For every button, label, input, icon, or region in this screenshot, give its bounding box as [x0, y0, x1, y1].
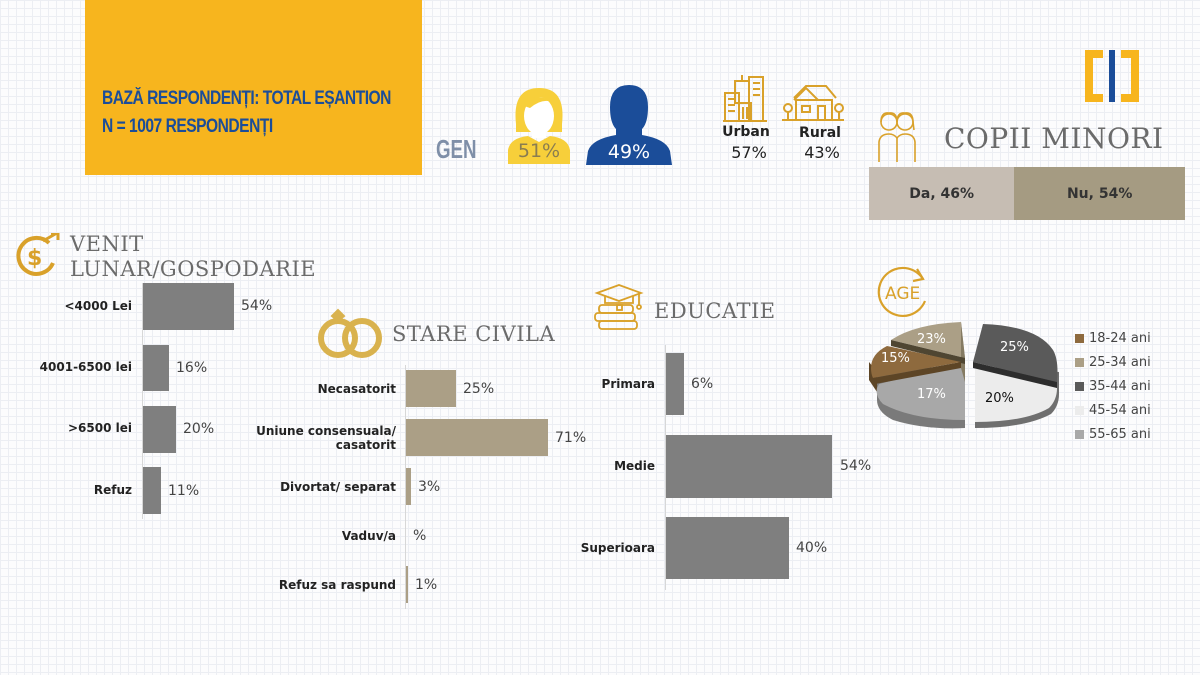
legend-swatch — [1075, 333, 1084, 343]
bar-label: Medie — [614, 459, 655, 473]
books-graduation-cap-icon — [593, 283, 645, 337]
venit-axis — [142, 283, 143, 519]
children-icon — [878, 110, 916, 168]
sample-size-line: N = 1007 RESPONDENȚI — [102, 116, 273, 137]
svg-text:AGE: AGE — [885, 284, 920, 304]
bar — [666, 435, 832, 498]
pie-label-23: 23% — [917, 332, 946, 347]
copii-minori-bar: Da, 46% Nu, 54% — [869, 167, 1185, 220]
bar — [666, 517, 789, 579]
sample-base-box: BAZĂ RESPONDENȚI: TOTAL EȘANTION N = 100… — [85, 0, 422, 175]
bar-value: 40% — [796, 540, 828, 556]
urban-label: Urban — [722, 124, 770, 140]
svg-text:$: $ — [27, 246, 42, 271]
pie-label-17: 17% — [917, 387, 946, 402]
legend-item: 35-44 ani — [1075, 374, 1151, 398]
bar-label: Vaduv/a — [341, 529, 396, 543]
bar — [406, 566, 408, 603]
legend-item: 45-54 ani — [1075, 398, 1151, 422]
venit-title: VENIT LUNAR/GOSPODARIE — [70, 232, 316, 282]
bar-value: 3% — [418, 479, 441, 495]
copii-minori-title: COPII MINORI — [944, 122, 1164, 155]
bar — [406, 370, 456, 407]
house-icon — [782, 84, 844, 126]
bar-value: 6% — [691, 376, 714, 392]
dollar-growth-icon: $ — [13, 231, 63, 283]
bar-label: Divortat/ separat — [280, 480, 396, 494]
bar-value: 71% — [555, 430, 587, 446]
city-buildings-icon — [723, 73, 767, 127]
female-percentage: 51% — [517, 140, 561, 162]
venit-title-line1: VENIT — [70, 232, 144, 256]
legend-label: 25-34 ani — [1089, 354, 1151, 370]
bar — [406, 468, 411, 505]
legend-item: 25-34 ani — [1075, 350, 1151, 374]
bar-value: 54% — [241, 298, 273, 314]
copii-nu-segment: Nu, 54% — [1014, 167, 1185, 220]
age-pie-chart: 23% 15% 25% 17% 20% — [865, 322, 1065, 441]
bar — [666, 353, 684, 415]
legend-swatch — [1075, 405, 1084, 415]
bar-label: 4001-6500 lei — [39, 360, 132, 374]
legend-label: 35-44 ani — [1089, 378, 1151, 394]
rural-value: 43% — [804, 143, 840, 162]
bar-label: Primara — [601, 377, 655, 391]
rural-label: Rural — [799, 125, 841, 141]
bar-value: 25% — [463, 381, 495, 397]
bar-label: Uniune consensuala/ casatorit — [256, 424, 396, 453]
age-circular-arrow-icon: AGE — [875, 265, 933, 323]
bar-label: >6500 lei — [68, 421, 132, 435]
legend-label: 45-54 ani — [1089, 402, 1151, 418]
stare-axis — [405, 365, 406, 609]
bar-value: 1% — [415, 577, 438, 593]
stare-civila-title: STARE CIVILA — [392, 322, 556, 346]
bar — [143, 467, 161, 514]
male-person-icon: 49% — [586, 83, 672, 165]
bar — [143, 406, 176, 453]
legend-swatch — [1075, 357, 1084, 367]
legend-item: 18-24 ani — [1075, 326, 1151, 350]
legend-item: 55-65 ani — [1075, 422, 1151, 446]
bar-value: 16% — [176, 360, 208, 376]
pie-label-20: 20% — [985, 391, 1014, 406]
bar-label: Refuz sa raspund — [278, 578, 396, 592]
bar-value: % — [413, 528, 427, 544]
bar — [143, 345, 169, 391]
legend-label: 55-65 ani — [1089, 426, 1151, 442]
pie-label-15: 15% — [881, 351, 910, 366]
copii-da-segment: Da, 46% — [869, 167, 1015, 220]
bar-label: <4000 Lei — [64, 299, 132, 313]
age-legend: 18-24 ani 25-34 ani 35-44 ani 45-54 ani … — [1075, 326, 1151, 446]
female-person-icon: 51% — [508, 84, 570, 164]
legend-label: 18-24 ani — [1089, 330, 1151, 346]
bracket-logo — [1085, 50, 1139, 102]
bar-value: 20% — [183, 421, 215, 437]
bar-label: Superioara — [580, 541, 655, 555]
educatie-axis — [665, 345, 666, 590]
bar — [143, 283, 234, 330]
wedding-rings-icon — [316, 308, 386, 364]
gender-label: GEN — [436, 134, 477, 164]
bar-value: 11% — [168, 483, 200, 499]
pie-label-25: 25% — [1000, 340, 1029, 355]
bar-label: Necasatorit — [317, 382, 396, 396]
venit-title-line2: LUNAR/GOSPODARIE — [70, 257, 317, 281]
sample-base-line1: BAZĂ RESPONDENȚI: TOTAL EȘANTION — [102, 88, 391, 109]
bar-value: 54% — [840, 458, 872, 474]
legend-swatch — [1075, 381, 1084, 391]
male-percentage: 49% — [607, 141, 651, 163]
urban-value: 57% — [731, 143, 767, 162]
legend-swatch — [1075, 429, 1084, 439]
educatie-title: EDUCATIE — [654, 299, 776, 323]
bar — [406, 419, 548, 456]
bar-label: Refuz — [93, 483, 132, 497]
